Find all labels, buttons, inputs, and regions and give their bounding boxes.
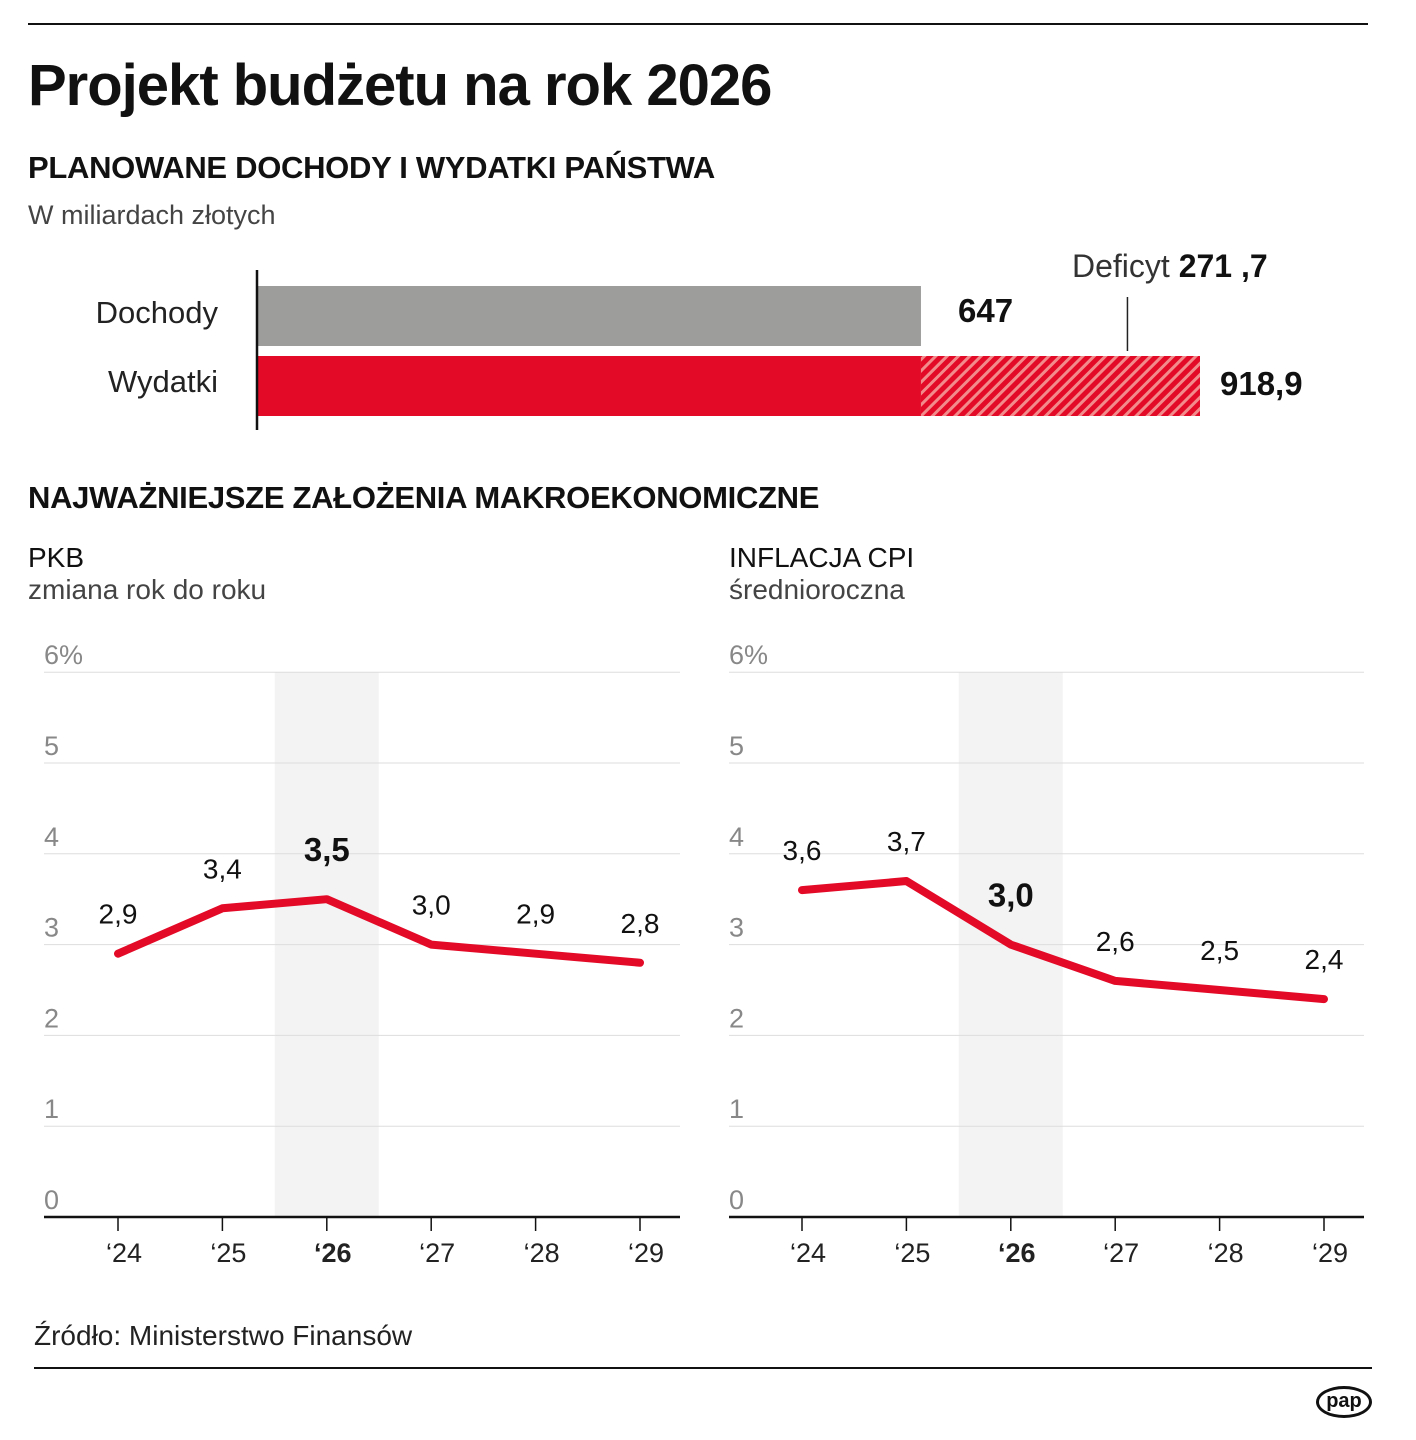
- data-label: 3,0: [988, 877, 1034, 914]
- bar-label-dochody: Dochody: [95, 295, 218, 330]
- chart-title-pkb: PKB: [28, 542, 85, 573]
- data-point: [221, 907, 224, 910]
- bar-deficit-hatched: [920, 356, 1200, 416]
- x-tick-label: ‘25: [210, 1238, 246, 1268]
- data-label: 3,5: [304, 831, 350, 868]
- data-label: 3,7: [887, 826, 926, 857]
- x-tick-label: ‘26: [998, 1238, 1036, 1268]
- y-tick-label: 0: [729, 1185, 744, 1215]
- data-point: [1218, 989, 1221, 991]
- y-tick-label: 4: [729, 822, 744, 852]
- data-label: 2,9: [99, 899, 138, 930]
- x-tick-label: ‘25: [894, 1238, 930, 1268]
- deficit-annotation: Deficyt 271 ,7: [1072, 248, 1268, 285]
- chart-subtitle-cpi: średnioroczna: [729, 574, 905, 605]
- y-tick-label: 1: [44, 1094, 59, 1124]
- data-point: [1323, 998, 1325, 1001]
- series-line: [798, 877, 1328, 1004]
- data-point: [1114, 979, 1117, 982]
- section-heading-budget: PLANOWANE DOCHODY I WYDATKI PAŃSTWA: [28, 150, 716, 185]
- y-tick-label: 2: [729, 1003, 744, 1033]
- y-tick-label: 6%: [44, 640, 83, 670]
- top-rule: [28, 23, 1368, 25]
- data-point: [905, 880, 908, 883]
- data-point: [639, 961, 641, 964]
- y-tick-label: 3: [44, 913, 59, 943]
- bar-dochody: [257, 286, 921, 346]
- page-title: Projekt budżetu na rok 2026: [28, 53, 772, 118]
- data-label: 2,6: [1096, 926, 1135, 957]
- x-tick-label: ‘28: [1208, 1238, 1244, 1268]
- data-point: [325, 898, 328, 901]
- chart-title-cpi: INFLACJA CPI: [729, 542, 915, 573]
- bottom-rule: [34, 1367, 1372, 1369]
- series-line: [114, 895, 644, 967]
- bar-value-dochody: 647: [958, 292, 1014, 329]
- x-tick-label: ‘26: [314, 1238, 352, 1268]
- y-tick-label: 2: [44, 1003, 59, 1033]
- deficit-label: Deficyt: [1072, 248, 1170, 284]
- x-tick-label: ‘24: [106, 1238, 142, 1268]
- data-point: [801, 889, 803, 892]
- y-tick-label: 4: [44, 822, 59, 852]
- data-point: [1009, 943, 1012, 946]
- unit-label: W miliardach złotych: [28, 200, 276, 230]
- y-tick-label: 5: [729, 731, 744, 761]
- bar-value-wydatki: 918,9: [1220, 365, 1303, 402]
- data-point: [534, 952, 537, 955]
- y-tick-label: 1: [729, 1094, 744, 1124]
- chart-subtitle-pkb: zmiana rok do roku: [28, 574, 267, 605]
- x-tick-label: ‘27: [419, 1238, 455, 1268]
- data-label: 2,8: [621, 908, 660, 939]
- pap-logo: pap: [1316, 1386, 1372, 1418]
- bar-label-wydatki: Wydatki: [108, 364, 218, 399]
- y-tick-label: 0: [44, 1185, 59, 1215]
- data-label: 3,0: [412, 890, 451, 921]
- data-point: [117, 952, 119, 955]
- data-label: 2,5: [1200, 935, 1239, 966]
- y-tick-label: 5: [44, 731, 59, 761]
- x-tick-label: ‘29: [1312, 1238, 1348, 1268]
- data-label: 2,9: [516, 899, 555, 930]
- x-tick-label: ‘28: [524, 1238, 560, 1268]
- data-label: 2,4: [1305, 944, 1344, 975]
- data-label: 3,4: [203, 853, 242, 884]
- y-tick-label: 6%: [729, 640, 768, 670]
- bar-wydatki: [257, 356, 921, 416]
- x-tick-label: ‘27: [1103, 1238, 1139, 1268]
- y-tick-label: 3: [729, 913, 744, 943]
- data-point: [430, 943, 433, 946]
- x-tick-label: ‘24: [790, 1238, 826, 1268]
- x-tick-label: ‘29: [628, 1238, 664, 1268]
- source-note: Źródło: Ministerstwo Finansów: [34, 1320, 413, 1351]
- data-label: 3,6: [783, 835, 822, 866]
- deficit-value: 271 ,7: [1178, 248, 1268, 284]
- section-heading-macro: NAJWAŻNIEJSZE ZAŁOŻENIA MAKROEKONOMICZNE: [28, 480, 820, 515]
